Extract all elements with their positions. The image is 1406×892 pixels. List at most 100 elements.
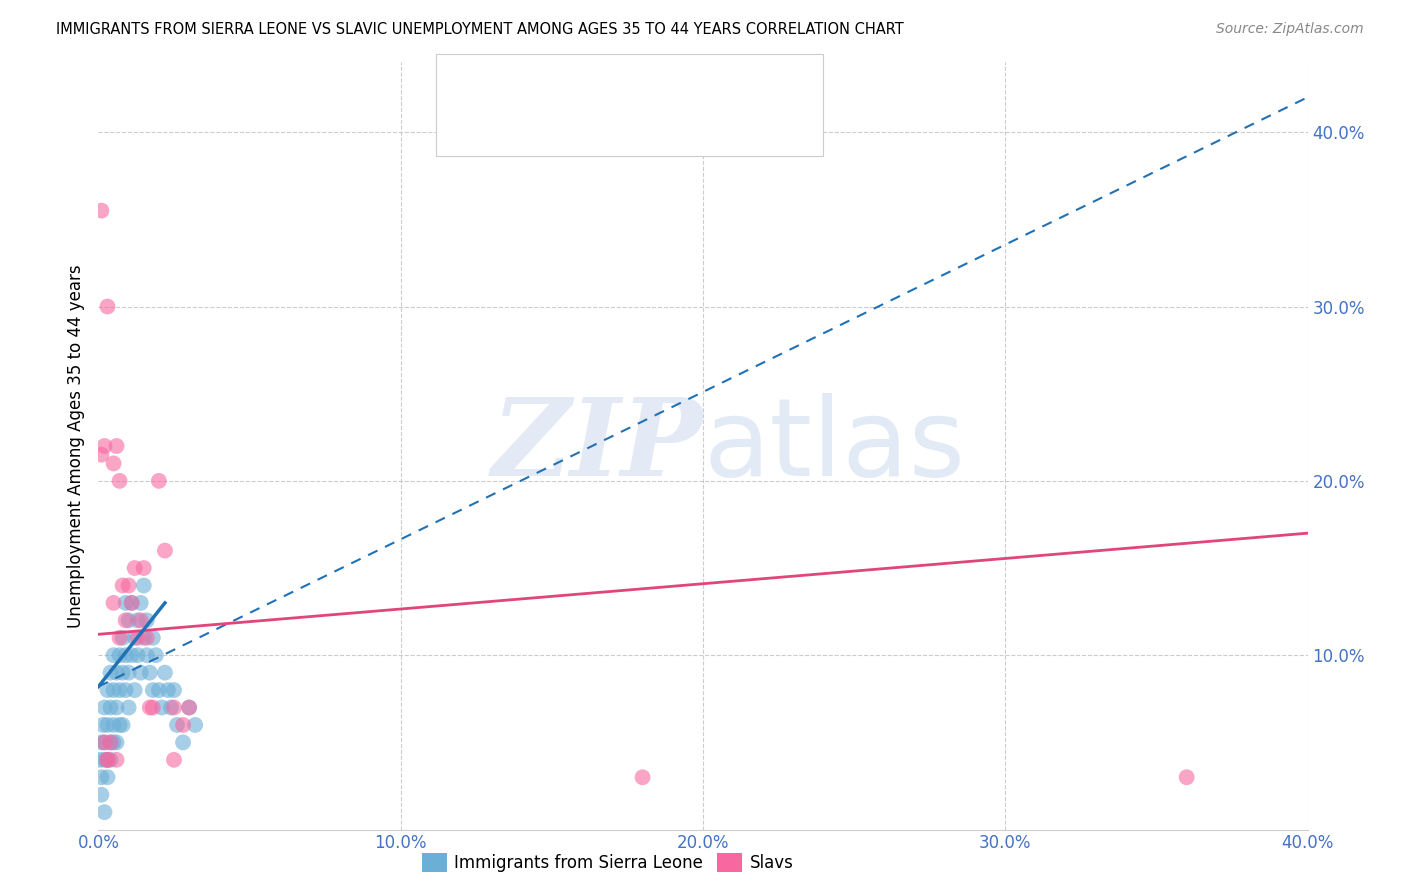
Point <box>90 203 112 218</box>
Point <box>108 683 131 698</box>
Point <box>114 613 136 627</box>
Point <box>103 735 125 749</box>
Point <box>124 631 146 645</box>
Point <box>93 753 115 767</box>
Point <box>108 718 131 732</box>
Point <box>96 683 118 698</box>
Point <box>96 300 118 314</box>
Point <box>150 700 173 714</box>
Point <box>124 683 146 698</box>
Text: R =: R = <box>488 109 527 127</box>
Text: IMMIGRANTS FROM SIERRA LEONE VS SLAVIC UNEMPLOYMENT AMONG AGES 35 TO 44 YEARS CO: IMMIGRANTS FROM SIERRA LEONE VS SLAVIC U… <box>56 22 904 37</box>
Point <box>103 683 125 698</box>
Point <box>96 718 118 732</box>
Point <box>111 631 134 645</box>
Text: atlas: atlas <box>703 393 965 499</box>
Point <box>93 735 115 749</box>
Point <box>148 474 170 488</box>
Point <box>114 648 136 663</box>
Point <box>111 578 134 592</box>
Point <box>105 753 128 767</box>
Point <box>90 735 112 749</box>
Point <box>172 718 194 732</box>
Text: Immigrants from Sierra Leone: Immigrants from Sierra Leone <box>454 854 703 871</box>
Point <box>166 718 188 732</box>
Point <box>108 648 131 663</box>
Point <box>132 631 155 645</box>
Point <box>100 735 122 749</box>
Point <box>118 578 141 592</box>
Point <box>90 448 112 462</box>
Point <box>96 753 118 767</box>
Point <box>91 718 114 732</box>
Point <box>163 700 186 714</box>
Point <box>90 788 112 802</box>
Point <box>142 631 165 645</box>
Point <box>114 596 136 610</box>
Point <box>142 700 165 714</box>
Text: 33: 33 <box>624 109 647 127</box>
Point <box>90 770 112 784</box>
Point <box>118 700 141 714</box>
Point <box>129 596 152 610</box>
Point <box>121 596 143 610</box>
Point <box>124 561 146 575</box>
Point <box>105 665 128 680</box>
Text: Slavs: Slavs <box>749 854 793 871</box>
Point <box>132 578 155 592</box>
Point <box>129 613 152 627</box>
Point <box>160 700 183 714</box>
Text: 62: 62 <box>624 69 647 87</box>
Point <box>127 613 149 627</box>
Point <box>89 753 111 767</box>
Point <box>111 718 134 732</box>
Point <box>96 753 118 767</box>
Point <box>108 474 131 488</box>
Point <box>93 805 115 819</box>
Point <box>132 561 155 575</box>
Point <box>142 683 165 698</box>
Point <box>163 753 186 767</box>
Point <box>96 753 118 767</box>
Point <box>184 718 207 732</box>
Point <box>135 613 157 627</box>
Y-axis label: Unemployment Among Ages 35 to 44 years: Unemployment Among Ages 35 to 44 years <box>66 264 84 628</box>
Point <box>105 700 128 714</box>
Point <box>105 439 128 453</box>
Point <box>163 683 186 698</box>
Point <box>111 665 134 680</box>
Point <box>631 770 654 784</box>
Point <box>148 683 170 698</box>
Point <box>100 735 122 749</box>
Point <box>93 700 115 714</box>
Point <box>105 735 128 749</box>
Point <box>129 665 152 680</box>
Point <box>108 631 131 645</box>
Point <box>118 665 141 680</box>
Point <box>156 683 179 698</box>
Text: 0.071: 0.071 <box>523 109 574 127</box>
Point <box>103 648 125 663</box>
Text: N =: N = <box>589 109 628 127</box>
Point <box>96 770 118 784</box>
Point <box>93 735 115 749</box>
Point <box>103 596 125 610</box>
Point <box>118 613 141 627</box>
Point <box>100 665 122 680</box>
Point <box>121 596 143 610</box>
Text: ZIP: ZIP <box>492 393 703 499</box>
Point <box>135 648 157 663</box>
Point <box>114 683 136 698</box>
Point <box>179 700 201 714</box>
Point <box>153 665 176 680</box>
Point <box>145 648 167 663</box>
Point <box>1175 770 1198 784</box>
Point <box>153 543 176 558</box>
Text: Source: ZipAtlas.com: Source: ZipAtlas.com <box>1216 22 1364 37</box>
Text: N =: N = <box>589 69 628 87</box>
Point <box>135 631 157 645</box>
Point <box>139 665 162 680</box>
Point <box>121 648 143 663</box>
Point <box>127 648 149 663</box>
Point <box>100 753 122 767</box>
